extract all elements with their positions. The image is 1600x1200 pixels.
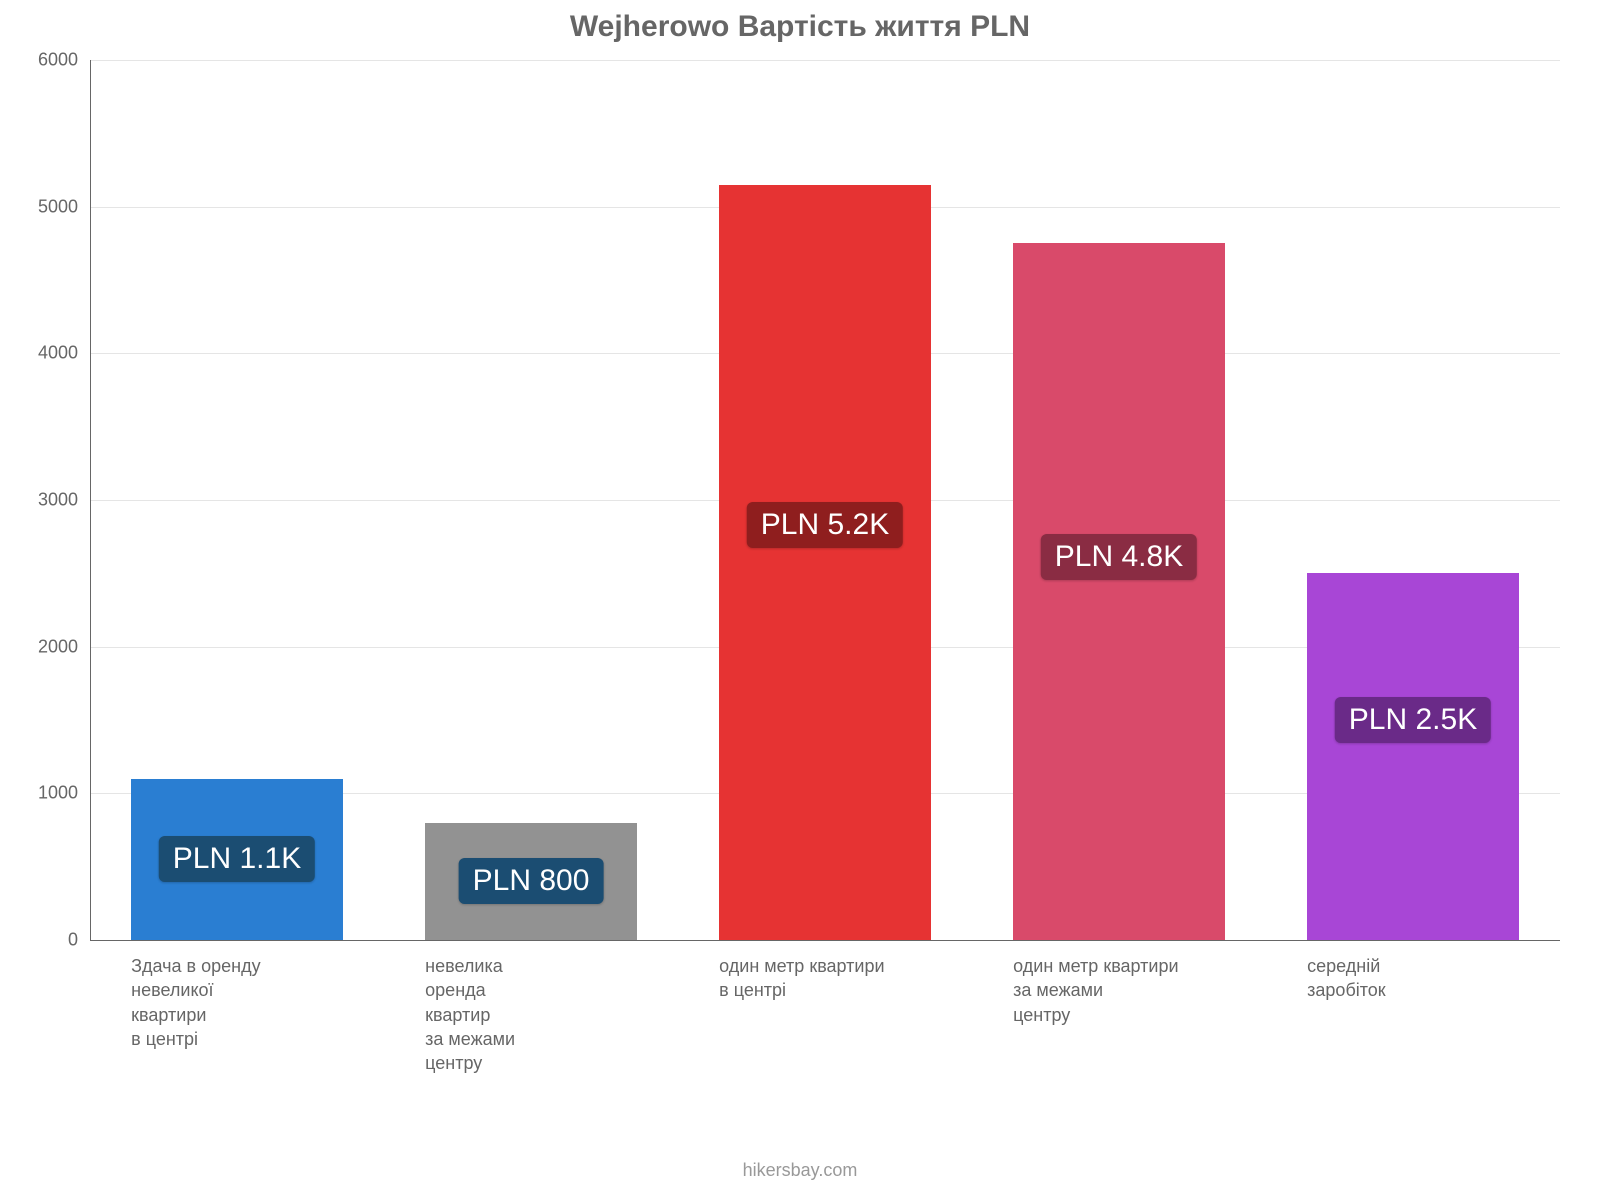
chart-container: Wejherowo Вартість життя PLN 01000200030… [0,0,1600,1200]
y-axis [90,60,91,940]
x-axis [90,940,1560,941]
y-tick-label: 4000 [38,343,90,364]
y-tick-label: 6000 [38,50,90,71]
bar [719,185,931,940]
x-tick-label: середній заробіток [1307,954,1519,1003]
y-tick-label: 3000 [38,490,90,511]
chart-title: Wejherowo Вартість життя PLN [0,10,1600,44]
bar-value-label: PLN 4.8K [1041,534,1197,580]
x-tick-label: один метр квартири в центрі [719,954,931,1003]
y-tick-label: 1000 [38,783,90,804]
y-tick-label: 2000 [38,636,90,657]
x-tick-label: Здача в оренду невеликої квартири в цент… [131,954,343,1051]
bar [1307,573,1519,940]
bar-value-label: PLN 1.1K [159,836,315,882]
bar [1013,243,1225,940]
chart-credit: hikersbay.com [0,1160,1600,1181]
bar-value-label: PLN 800 [459,858,604,904]
bar-value-label: PLN 5.2K [747,502,903,548]
x-tick-label: один метр квартири за межами центру [1013,954,1225,1027]
grid-line [90,60,1560,61]
bar-value-label: PLN 2.5K [1335,697,1491,743]
plot-area: 0100020003000400050006000PLN 1.1KЗдача в… [90,60,1560,940]
y-tick-label: 5000 [38,196,90,217]
x-tick-label: невелика оренда квартир за межами центру [425,954,637,1075]
y-tick-label: 0 [68,930,90,951]
